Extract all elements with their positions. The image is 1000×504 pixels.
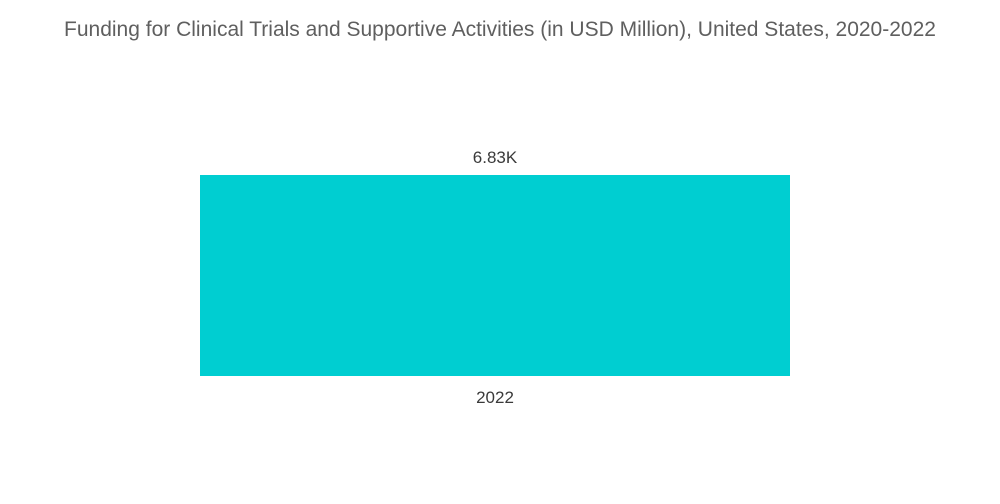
bar-2022 (200, 175, 790, 376)
data-label-2022: 6.83K (473, 148, 518, 167)
x-tick-label-2022: 2022 (476, 388, 514, 407)
chart-title: Funding for Clinical Trials and Supporti… (64, 18, 936, 41)
